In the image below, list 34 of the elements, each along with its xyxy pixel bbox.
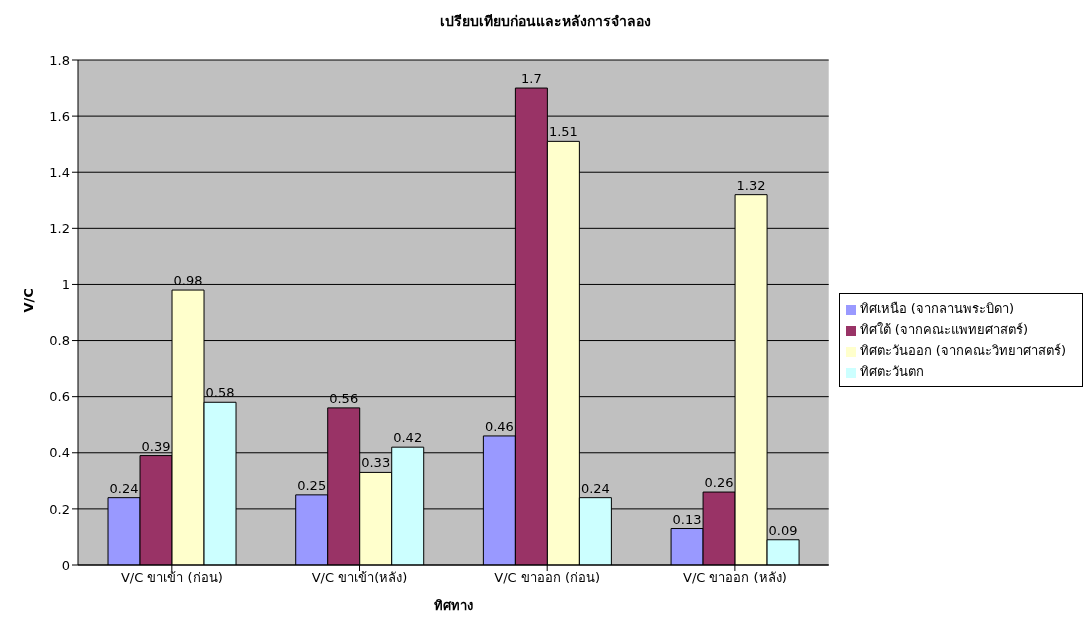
y-tick-label: 1.4 [49,164,70,180]
x-axis-title: ทิศทาง [433,598,473,613]
y-tick-label: 0.8 [49,333,70,349]
x-tick-label: V/C ขาออก (ก่อน) [494,570,601,586]
y-tick-label: 0 [61,557,70,573]
data-label: 0.26 [704,475,734,491]
data-label: 0.25 [297,477,327,493]
data-label: 0.33 [361,455,391,471]
x-tick-label: V/C ขาเข้า (ก่อน) [120,570,223,586]
data-label: 0.39 [141,438,171,454]
chart-title: เปรียบเทียบก่อนและหลังการจำลอง [439,12,652,31]
x-tick-label: V/C ขาเข้า(หลัง) [311,570,408,586]
data-label: 0.13 [672,511,702,527]
data-label: 1.32 [736,177,766,193]
data-label: 0.24 [580,480,610,496]
data-label: 1.7 [521,71,542,87]
data-label: 0.09 [768,522,798,538]
legend-label: ทิศตะวันตก [859,364,924,379]
y-tick-label: 1.2 [49,220,70,236]
y-tick-label: 0.6 [49,389,70,405]
legend-label: ทิศตะวันออก (จากคณะวิทยาศาสตร์) [859,343,1066,358]
y-tick-label: 0.2 [49,501,70,517]
y-axis-title: V/C [20,288,36,313]
y-tick-label: 1.6 [49,108,70,124]
data-label: 0.24 [109,480,139,496]
legend-label: ทิศใต้ (จากคณะแพทยศาสตร์) [859,322,1028,337]
y-tick-label: 1.8 [49,52,70,68]
data-label: 1.51 [548,124,578,140]
data-label: 0.42 [393,430,423,446]
data-label: 0.46 [484,418,514,434]
legend-label: ทิศเหนือ (จากลานพระบิดา) [859,301,1014,316]
y-tick-label: 1 [61,277,70,293]
y-tick-label: 0.4 [49,445,70,461]
x-tick-label: V/C ขาออก (หลัง) [683,570,787,586]
